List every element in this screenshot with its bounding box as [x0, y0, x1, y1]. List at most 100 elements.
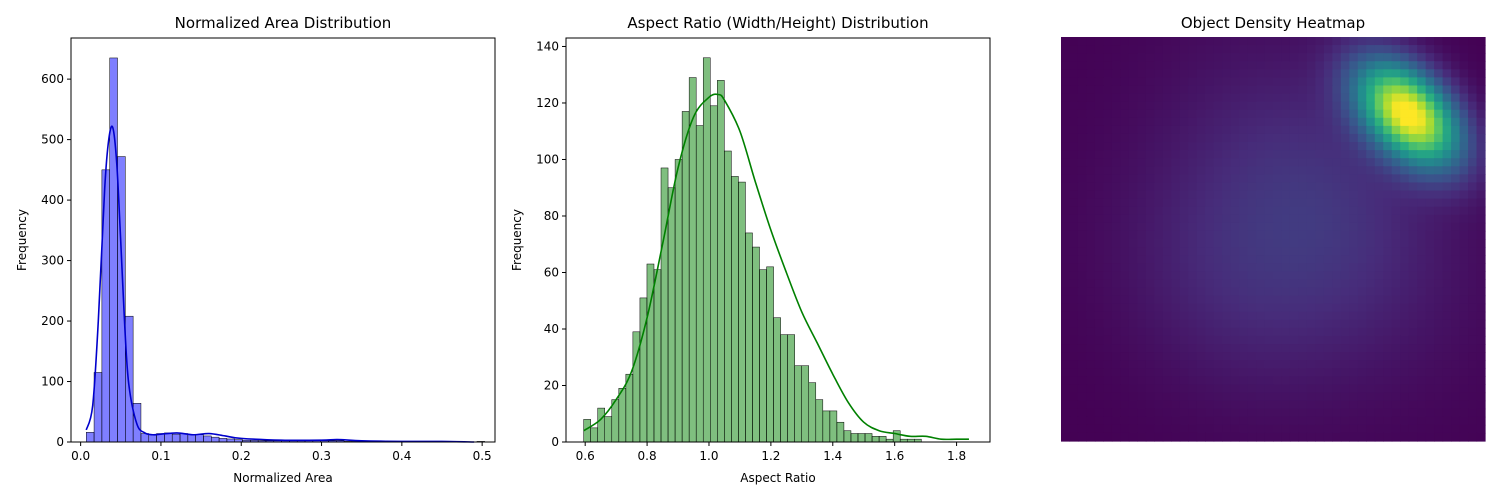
heatmap-cell: [1162, 150, 1172, 159]
heatmap-cell: [1256, 344, 1266, 353]
heatmap-cell: [1154, 142, 1164, 151]
heatmap-cell: [1366, 109, 1376, 119]
heatmap-cell: [1222, 109, 1232, 119]
heatmap-cell: [1154, 158, 1164, 167]
heatmap-cell: [1340, 384, 1350, 394]
heatmap-cell: [1094, 335, 1104, 345]
heatmap-cell: [1408, 400, 1418, 410]
heatmap-cell: [1306, 117, 1316, 127]
heatmap-cell: [1264, 408, 1274, 418]
heatmap-cell: [1298, 432, 1308, 442]
heatmap-cell: [1120, 133, 1130, 143]
heatmap-cell: [1383, 93, 1393, 103]
heatmap-cell: [1179, 117, 1189, 127]
heatmap-cell: [1417, 93, 1427, 103]
heatmap-cell: [1306, 198, 1316, 208]
heatmap-cell: [1077, 69, 1088, 78]
heatmap-cell: [1205, 125, 1215, 135]
heatmap-cell: [1400, 311, 1410, 321]
heatmap-cell: [1476, 400, 1486, 410]
heatmap-cell: [1400, 295, 1410, 305]
heatmap-cell: [1315, 182, 1325, 192]
heatmap-cell: [1340, 142, 1350, 151]
heatmap-cell: [1323, 45, 1333, 54]
heatmap-cell: [1442, 214, 1452, 224]
heatmap-cell: [1196, 77, 1206, 87]
heatmap-cell: [1408, 117, 1418, 127]
heatmap-cell: [1188, 117, 1198, 127]
heatmap-cell: [1077, 61, 1088, 70]
heatmap-cell: [1374, 150, 1384, 159]
heatmap-cell: [1451, 93, 1461, 103]
heatmap-cell: [1256, 311, 1266, 321]
heatmap-cell: [1120, 239, 1130, 248]
heatmap-cell: [1196, 53, 1206, 62]
heatmap-cell: [1256, 142, 1266, 151]
heatmap-cell: [1069, 222, 1079, 232]
heatmap-cell: [1069, 109, 1079, 119]
heatmap-cell: [1408, 319, 1418, 329]
heatmap-cell: [1408, 45, 1418, 54]
heatmap-cell: [1459, 69, 1469, 78]
heatmap-cell: [1273, 142, 1283, 151]
heatmap-cell: [1468, 206, 1478, 216]
heatmap-cell: [1069, 166, 1079, 175]
heatmap-cell: [1476, 384, 1486, 394]
heatmap-cell: [1289, 368, 1300, 377]
heatmap-cell: [1459, 37, 1469, 46]
heatmap-cell: [1171, 424, 1181, 434]
heatmap-cell: [1434, 384, 1444, 394]
heatmap-cell: [1188, 230, 1198, 240]
heatmap-cell: [1264, 150, 1274, 159]
heatmap-cell: [1103, 327, 1113, 337]
heatmap-cell: [1315, 133, 1325, 143]
heatmap-cell: [1061, 109, 1071, 119]
heatmap-cell: [1205, 392, 1215, 402]
heatmap-cell: [1247, 182, 1257, 192]
heatmap-cell: [1425, 182, 1435, 192]
heatmap-cell: [1383, 117, 1393, 127]
heatmap-cell: [1162, 368, 1172, 377]
heatmap-cell: [1213, 319, 1223, 329]
heatmap-cell: [1222, 279, 1232, 289]
heatmap-cell: [1400, 214, 1410, 224]
heatmap-cell: [1069, 247, 1079, 256]
heatmap-cell: [1408, 368, 1418, 377]
heatmap-cell: [1391, 158, 1401, 167]
heatmap-cell: [1128, 327, 1138, 337]
heatmap-cell: [1188, 190, 1198, 200]
heatmap-cell: [1179, 376, 1189, 386]
histogram-bar: [653, 269, 662, 443]
heatmap-cell: [1451, 247, 1461, 256]
aspect-y-axis-label: Frequency: [510, 209, 524, 271]
heatmap-cell: [1247, 376, 1257, 386]
heatmap-cell: [1137, 392, 1147, 402]
heatmap-cell: [1205, 311, 1215, 321]
heatmap-cell: [1256, 327, 1266, 337]
heatmap-cell: [1213, 247, 1223, 256]
heatmap-cell: [1323, 142, 1333, 151]
heatmap-cell: [1171, 384, 1181, 394]
heatmap-cell: [1145, 384, 1155, 394]
heatmap-cell: [1128, 109, 1138, 119]
heatmap-cell: [1281, 263, 1291, 272]
heatmap-cell: [1459, 182, 1469, 192]
heatmap-cell: [1289, 214, 1300, 224]
heatmap-cell: [1077, 158, 1088, 167]
heatmap-cell: [1256, 271, 1266, 280]
heatmap-cell: [1179, 327, 1189, 337]
heatmap-cell: [1400, 198, 1410, 208]
heatmap-cell: [1408, 424, 1418, 434]
heatmap-cell: [1111, 424, 1121, 434]
heatmap-cell: [1137, 125, 1147, 135]
heatmap-cell: [1340, 166, 1350, 175]
heatmap-cell: [1154, 255, 1164, 264]
heatmap-cell: [1315, 424, 1325, 434]
heatmap-cell: [1171, 303, 1181, 313]
heatmap-cell: [1061, 117, 1071, 127]
heatmap-cell: [1077, 376, 1088, 386]
heatmap-cell: [1332, 239, 1342, 248]
heatmap-cell: [1061, 279, 1071, 289]
heatmap-cell: [1188, 360, 1198, 369]
heatmap-cell: [1459, 279, 1469, 289]
